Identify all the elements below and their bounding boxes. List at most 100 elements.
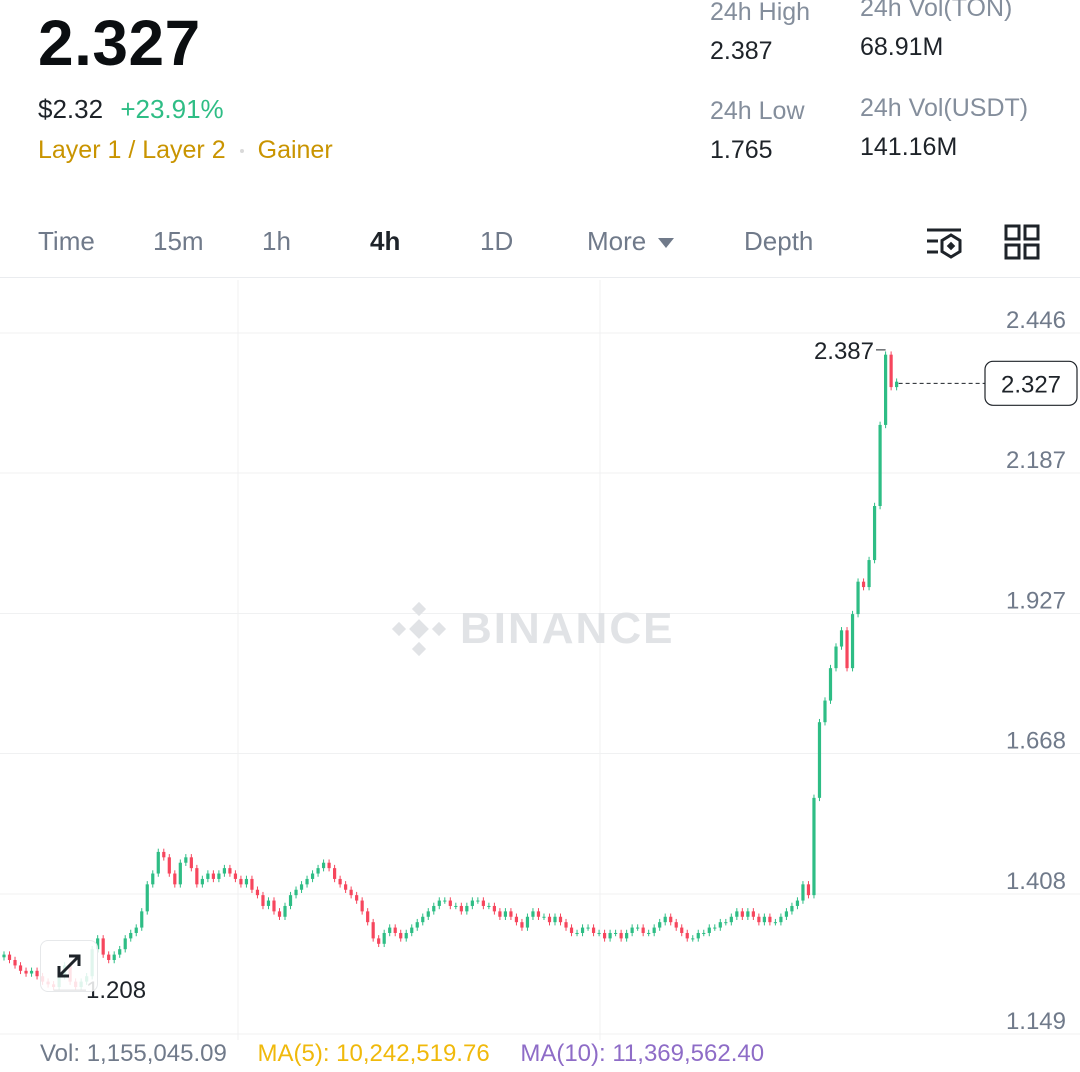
candle-body [597,932,601,934]
grid-layout-icon[interactable] [1002,222,1042,262]
candle-body [316,868,320,874]
candle-body [795,900,800,906]
candle-body [200,878,204,885]
candle-body [735,911,739,917]
candle-body [344,884,348,890]
stat-label: 24h Low [710,97,805,125]
candle-body [608,932,612,939]
candle-body [7,954,12,961]
candle-body [465,905,469,912]
tab-15m[interactable]: 15m [153,226,204,256]
candle-body [35,970,39,977]
candle-body [96,938,100,950]
tab-time[interactable]: Time [38,226,95,256]
candle-body [856,581,860,615]
candle-body [536,911,541,917]
volume-bar: Vol: 1,155,045.09 MA(5): 10,242,519.76 M… [40,1040,764,1068]
candle-body [448,900,452,906]
candle-body [784,911,789,917]
stat-24h-high: 24h High 2.387 [710,0,810,66]
stat-24h-vol-quote: 24h Vol(USDT) 141.16M [860,94,1028,162]
candle-body [630,927,634,933]
candle-body [503,911,508,917]
candle-body [299,884,304,890]
candle-body [614,932,618,934]
candle-body [696,932,700,939]
candle-body [178,862,182,885]
candle-body [702,932,706,934]
candle-body [333,868,337,879]
candle-body [602,932,607,939]
candle-body [564,922,568,928]
tab-4h[interactable]: 4h [370,226,401,256]
candle-body [525,916,530,928]
candle-body [884,354,888,425]
high-marker-label: 2.387 [814,338,874,365]
y-tick-label: 1.149 [1006,1008,1066,1035]
candle-body [2,954,6,958]
candle-body [239,878,243,885]
candle-body [872,506,877,561]
candle-body [740,911,744,917]
candle-body [310,873,315,879]
binance-logo-icon [391,601,447,657]
tab-depth[interactable]: Depth [744,226,814,256]
candle-body [724,922,728,924]
candle-body [547,916,552,923]
tab-1h[interactable]: 1h [262,226,291,256]
candle-body [685,932,689,939]
candle-body [426,911,430,917]
candlestick-chart[interactable]: 2.387 1.208 2.327 2.446 2.187 1.927 1.668 1.40… [0,280,1080,1040]
candle-body [399,932,403,939]
candle-body [211,873,215,879]
stat-label: 24h Vol(USDT) [860,94,1029,122]
tag-layer[interactable]: Layer 1 / Layer 2 [38,136,226,164]
candle-body [487,905,491,907]
candle-body [18,965,23,971]
expand-chart-button[interactable] [40,940,98,992]
candle-body [861,581,866,588]
candle-body [366,911,370,923]
candle-body [195,868,199,885]
candle-body [338,878,342,885]
candle-body [355,895,359,901]
candle-body [895,381,899,388]
candle-body [162,851,166,858]
candle-body [173,873,177,885]
candle-body [437,900,441,906]
candle-body [410,927,414,933]
stat-24h-vol-base: 24h Vol(TON) 68.91M [860,0,1012,62]
tags-row: Layer 1 / Layer 2 Gainer [38,136,333,165]
tab-1d[interactable]: 1D [480,226,514,256]
chart-settings-icon[interactable] [924,222,964,262]
candle-body [619,932,623,939]
ticker-header: 2.327 $2.32 +23.91% Layer 1 / Layer 2 Ga… [0,0,1080,200]
candle-body [823,700,827,723]
candle-body [569,927,574,933]
candle-body [250,878,254,890]
candle-body [658,922,662,928]
candle-body [757,916,761,923]
candle-body [762,916,766,923]
candle-body [553,916,557,923]
candle-body [123,938,127,950]
candle-body [790,905,794,912]
candle-body [878,424,882,507]
stat-label: 24h Vol(TON) [860,0,1013,22]
candle-body [729,916,733,923]
tag-gainer[interactable]: Gainer [257,136,333,164]
y-tick-label: 1.408 [1006,868,1066,895]
candle-body [481,900,485,906]
candle-body [112,954,116,961]
candle-body [801,884,805,901]
candle-body [779,916,783,923]
candle-body [377,938,381,944]
candle-body [707,927,711,933]
tab-more[interactable]: More [587,226,675,257]
candle-body [889,354,893,388]
watermark: BINANCE [390,600,674,658]
candle-body [718,922,722,928]
candle-body [636,927,640,929]
candle-body [24,970,28,974]
